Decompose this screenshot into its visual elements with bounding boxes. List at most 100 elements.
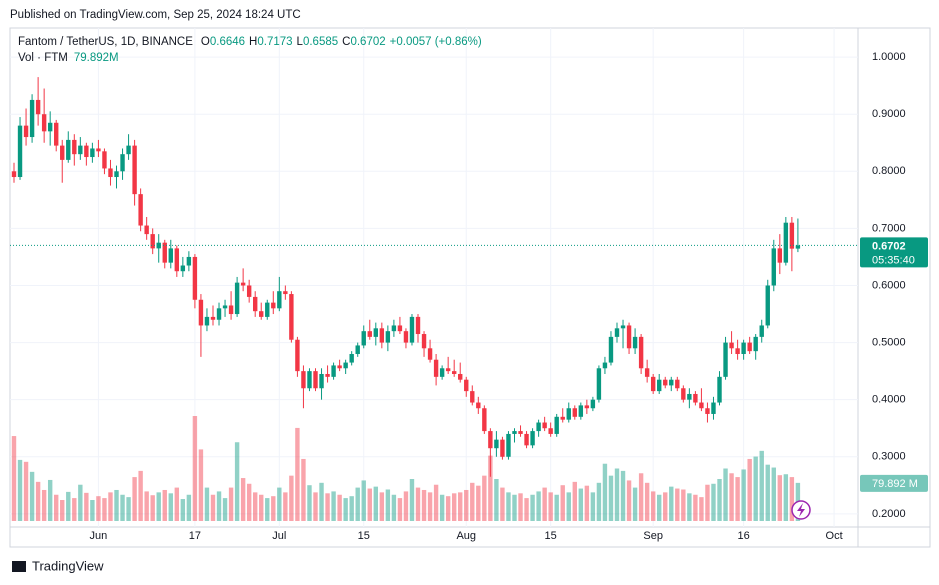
legend-line: Fantom / TetherUS, 1D, BINANCE O0.6646 H0.… [18, 36, 482, 48]
volume-bar [524, 498, 529, 521]
ohlc-key: C [342, 36, 350, 48]
candle-body [17, 125, 23, 178]
candle-body [240, 282, 246, 286]
volume-bar [102, 498, 107, 521]
volume-bar [379, 492, 385, 521]
volume-bar [632, 487, 638, 521]
candle-body [644, 368, 650, 377]
candle-body [723, 342, 728, 377]
volume-bar [735, 477, 740, 521]
bolt [797, 503, 805, 517]
volume-bar [560, 485, 565, 521]
x-tick-label: Jun [90, 530, 108, 542]
volume-bar [271, 496, 276, 521]
candle-body [632, 336, 638, 349]
candle-body [222, 305, 228, 309]
candle-body [638, 336, 644, 369]
volume-bar [90, 500, 95, 521]
volume-bar [349, 496, 354, 521]
volume-bar [295, 427, 300, 521]
candle-body [795, 245, 801, 249]
volume-bar [500, 487, 505, 521]
ohlc-value: 0.6585 [303, 36, 338, 48]
volume-bar [729, 473, 734, 521]
candle-body [741, 342, 746, 355]
candle-body [530, 431, 535, 446]
volume-bar [415, 487, 421, 521]
volume-bar [699, 497, 704, 521]
volume-bar [403, 491, 409, 521]
volume-bar [186, 494, 192, 521]
candle-body [650, 376, 656, 392]
volume-bar [464, 489, 469, 521]
candle-body [771, 248, 776, 286]
logo-mark [12, 561, 26, 572]
candle-body [283, 291, 288, 295]
ohlc-key: L [297, 36, 304, 48]
candle-body [289, 294, 294, 340]
volume-bar [84, 492, 89, 521]
grid [10, 28, 858, 527]
candle-body [608, 336, 614, 363]
volume-bar [747, 458, 752, 521]
candle-body [524, 433, 529, 446]
volume-bar [572, 481, 577, 521]
candle-body [138, 194, 143, 226]
candle-body [470, 391, 475, 403]
volume-bar [470, 482, 475, 521]
candle-body [331, 365, 336, 377]
volume-bar [78, 484, 83, 521]
candle-body [204, 316, 210, 326]
candle-body [506, 433, 511, 457]
volume-bar [765, 464, 770, 521]
volume-bar [506, 492, 511, 521]
candle-body [325, 373, 330, 377]
candle-body [759, 325, 764, 337]
candle-body [23, 125, 29, 138]
x-tick-label: Oct [826, 530, 843, 542]
volume-bar [29, 471, 35, 521]
candle-body [337, 365, 342, 369]
candle-body [675, 379, 680, 389]
y-tick-label: 0.9000 [872, 108, 906, 120]
candle-body [96, 148, 101, 152]
last-price: 0.6702 [872, 240, 906, 252]
volume-bar [17, 459, 23, 521]
volume-bar [114, 489, 119, 521]
volume-bar [168, 493, 173, 521]
candle-body [415, 316, 421, 335]
candle-body [626, 325, 632, 349]
price-badge [860, 237, 928, 268]
volume-bar [669, 486, 674, 521]
volume-bar [657, 494, 662, 521]
candle-body [536, 422, 541, 432]
candle-body [319, 373, 324, 389]
volume-bar [626, 480, 632, 521]
volume-bar [638, 473, 644, 521]
candle-body [150, 234, 155, 249]
candle-body [584, 405, 590, 409]
candle-body [108, 168, 113, 178]
candle-body [777, 248, 783, 263]
volume-bar [204, 487, 210, 521]
volume-legend: Vol · FTM 79.892M [18, 52, 119, 64]
candle-body [693, 393, 698, 403]
candle-body [482, 408, 487, 432]
volume-bar [590, 492, 596, 521]
candle-body [681, 388, 686, 400]
candle-body [265, 302, 270, 317]
candle-body [307, 371, 312, 389]
volume-bar [409, 479, 415, 521]
candle-body [41, 114, 47, 132]
candle-body [397, 325, 403, 332]
x-tick-label: Aug [456, 530, 476, 542]
candle-body [35, 99, 41, 115]
y-tick-label: 0.5000 [872, 336, 906, 348]
candle-body [717, 376, 722, 403]
volume-bar [433, 484, 439, 521]
candle-body [156, 242, 161, 249]
candle-body [753, 336, 758, 352]
overlays: 0.6702 05:35:40 79.892 M [10, 237, 928, 492]
volume-bar [259, 494, 264, 521]
